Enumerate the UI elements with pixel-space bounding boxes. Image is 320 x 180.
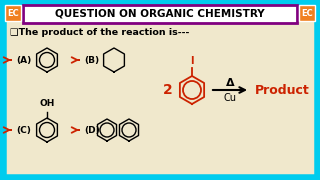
Text: Δ: Δ bbox=[226, 78, 234, 88]
FancyBboxPatch shape bbox=[5, 5, 21, 21]
Text: (B): (B) bbox=[84, 55, 99, 64]
FancyBboxPatch shape bbox=[299, 5, 315, 21]
FancyBboxPatch shape bbox=[23, 5, 297, 23]
Text: EC: EC bbox=[301, 8, 313, 17]
Text: OH: OH bbox=[39, 99, 55, 108]
Text: EC: EC bbox=[7, 8, 19, 17]
Text: I: I bbox=[190, 56, 194, 66]
Text: 2: 2 bbox=[163, 83, 173, 97]
Text: Product: Product bbox=[255, 84, 310, 96]
Text: (A): (A) bbox=[16, 55, 31, 64]
Text: (C): (C) bbox=[16, 125, 31, 134]
Text: ❑The product of the reaction is---: ❑The product of the reaction is--- bbox=[10, 28, 189, 37]
Text: QUESTION ON ORGANIC CHEMISTRY: QUESTION ON ORGANIC CHEMISTRY bbox=[55, 9, 265, 19]
Text: (D): (D) bbox=[84, 125, 100, 134]
Text: Cu: Cu bbox=[223, 93, 236, 103]
